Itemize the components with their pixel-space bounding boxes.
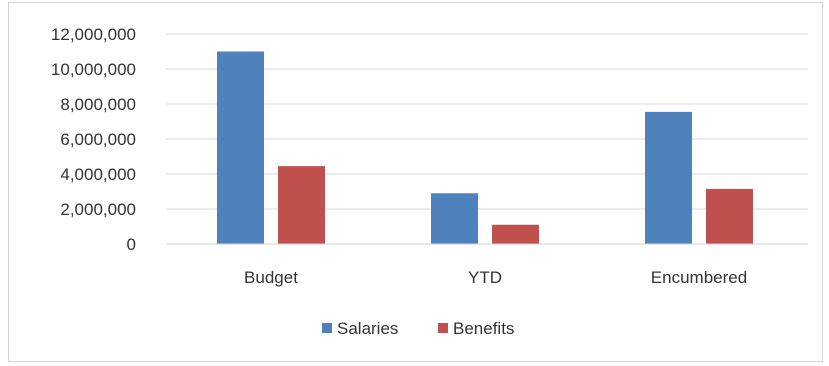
- legend-label-benefits: Benefits: [453, 319, 514, 338]
- x-category-label: Budget: [244, 268, 298, 287]
- bar-benefits-budget: [278, 166, 325, 244]
- legend-label-salaries: Salaries: [337, 319, 398, 338]
- y-tick-label: 4,000,000: [60, 165, 136, 184]
- bar-benefits-encumbered: [706, 188, 753, 244]
- y-axis-ticks: 0 2,000,000 4,000,000 6,000,000 8,000,000 10,…: [51, 25, 136, 254]
- y-tick-label: 0: [127, 235, 136, 254]
- y-tick-label: 6,000,000: [60, 130, 136, 149]
- x-axis-categories: Budget YTD Encumbered: [244, 268, 747, 287]
- y-tick-label: 8,000,000: [60, 95, 136, 114]
- y-tick-label: 2,000,000: [60, 200, 136, 219]
- gridlines: [166, 33, 808, 210]
- y-tick-label: 12,000,000: [51, 25, 136, 44]
- bar-benefits-ytd: [492, 224, 539, 244]
- x-category-label: Encumbered: [651, 268, 747, 287]
- bar-salaries-ytd: [431, 193, 478, 244]
- bar-salaries-budget: [217, 51, 264, 244]
- y-tick-label: 10,000,000: [51, 60, 136, 79]
- bars: [217, 51, 753, 244]
- bar-salaries-encumbered: [645, 111, 692, 244]
- legend: Salaries Benefits: [322, 319, 514, 338]
- x-category-label: YTD: [468, 268, 502, 287]
- legend-swatch-salaries: [322, 323, 332, 333]
- legend-swatch-benefits: [438, 323, 448, 333]
